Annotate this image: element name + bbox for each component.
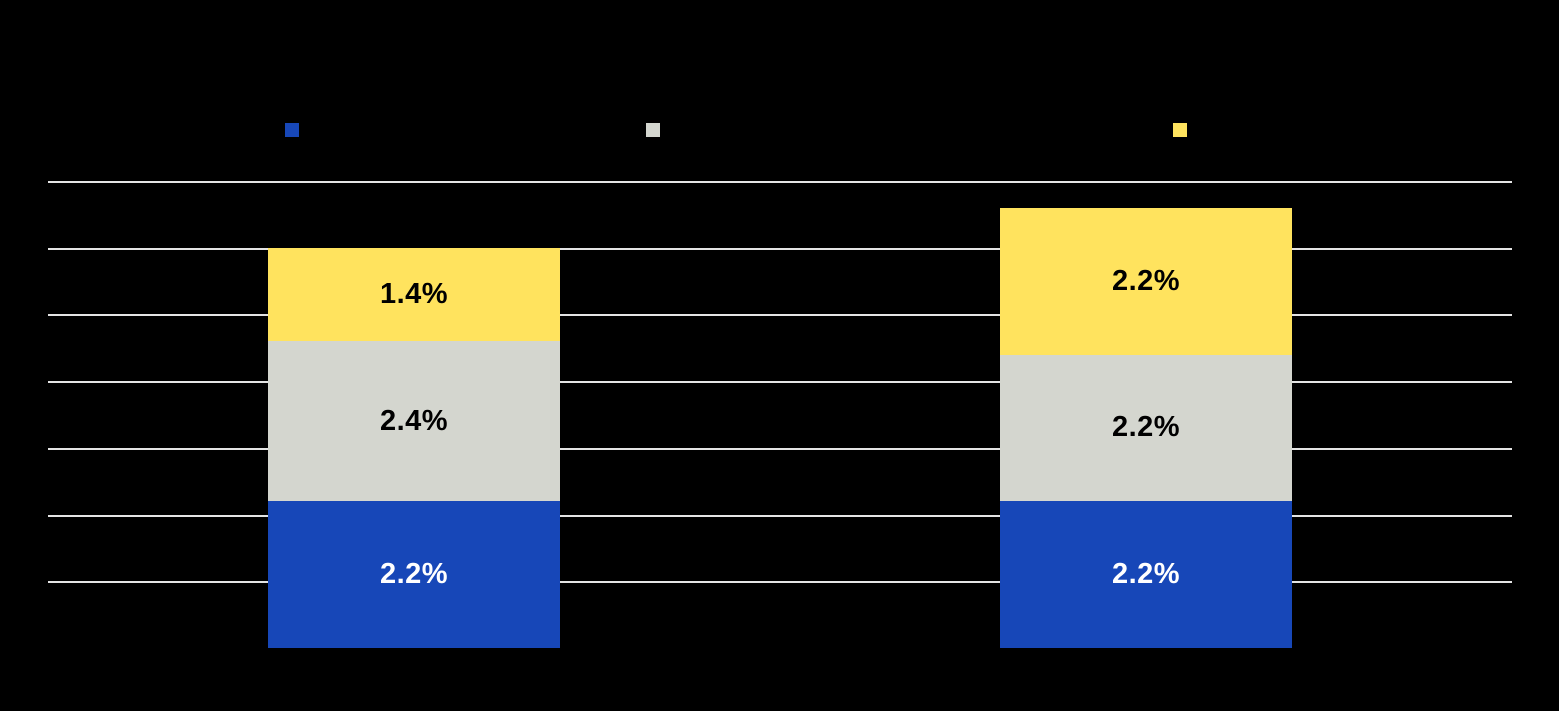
legend-marker-series-blue [285,123,299,137]
bar-segment-value-label: 2.2% [1111,265,1181,297]
gridline [48,248,1512,250]
gridline [48,381,1512,383]
bar-segment-value-label: 2.2% [1111,411,1181,443]
bar-segment-value-label: 2.2% [1111,558,1181,590]
gridline [48,448,1512,450]
bar-2-segment-series-gray: 2.2% [1000,354,1292,501]
bar-2-segment-series-blue: 2.2% [1000,501,1292,648]
bar-segment-value-label: 1.4% [379,278,449,310]
bar-1-segment-series-blue: 2.2% [268,501,560,648]
gridline [48,181,1512,183]
legend-marker-series-gray [646,123,660,137]
bar-2-segment-series-yellow: 2.2% [1000,208,1292,355]
bar-1-segment-series-gray: 2.4% [268,341,560,501]
legend-marker-series-yellow [1173,123,1187,137]
gridline [48,581,1512,583]
bar-segment-value-label: 2.2% [379,558,449,590]
gridline [48,314,1512,316]
bar-segment-value-label: 2.4% [379,404,449,437]
gridline [48,515,1512,517]
bar-1-segment-series-yellow: 1.4% [268,248,560,341]
